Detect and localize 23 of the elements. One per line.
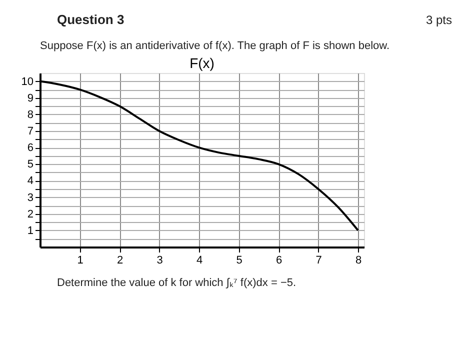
y-tick-label: 1: [27, 224, 34, 237]
x-tick-label: 6: [276, 254, 282, 266]
x-tick-label: 4: [196, 254, 203, 266]
y-tick-label: 3: [27, 192, 34, 204]
x-tick-label: 5: [236, 254, 242, 266]
y-tick-label: 5: [27, 158, 34, 171]
x-tick-label: 2: [116, 254, 124, 266]
x-tick-label: 8: [355, 254, 362, 266]
y-tick-label: 2: [27, 208, 34, 220]
y-tick-label: 8: [27, 108, 34, 121]
y-tick-label: 4: [27, 175, 34, 188]
text: Suppose F(x) is an antiderivative of f(x). The graph of F is shown below.: [40, 40, 390, 52]
text: Question 3: [57, 12, 124, 27]
text: Determine the value of k for which ∫ₖ⁷ f(x)dx = −5.: [57, 277, 296, 289]
chart-title: F(x): [190, 55, 214, 71]
x-tick-label: 3: [156, 254, 163, 266]
text: 3 pts: [426, 13, 452, 27]
x-tick-label: 7: [316, 254, 322, 266]
y-tick-label: 6: [27, 142, 34, 154]
x-tick-label: 1: [77, 254, 84, 266]
y-tick-label: 7: [27, 126, 34, 138]
y-tick-label: 9: [27, 92, 34, 104]
y-tick-label: 10: [21, 76, 34, 88]
